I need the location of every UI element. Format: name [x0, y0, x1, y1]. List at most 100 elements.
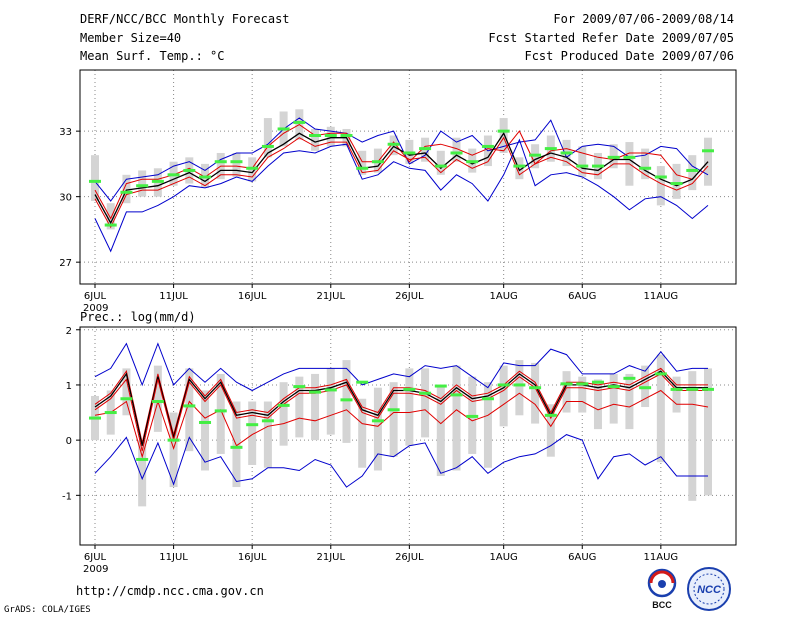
temperature-ytick-label: 30 — [59, 193, 72, 204]
temperature-obs-marker — [654, 175, 667, 179]
temperature-obs-marker — [513, 164, 526, 168]
temperature-obs-marker — [199, 175, 212, 179]
precipitation-obs-marker — [513, 383, 526, 387]
temperature-spread-bar — [436, 150, 445, 175]
variable-label: Mean Surf. Temp.: °C — [80, 49, 225, 63]
precipitation-spread-bar — [263, 401, 272, 468]
temperature-obs-marker — [356, 166, 369, 170]
temperature-spread-bar — [106, 203, 115, 230]
temperature-obs-marker — [591, 164, 604, 168]
precipitation-ytick-label: 2 — [66, 326, 72, 337]
precipitation-obs-marker — [371, 419, 384, 423]
ncc-logo-text: NCC — [697, 584, 722, 596]
temperature-mean-line — [94, 131, 709, 225]
precipitation-obs-marker — [560, 382, 573, 386]
temperature-year-label: 2009 — [83, 303, 108, 314]
precipitation-spread-bar — [326, 368, 335, 435]
precipitation-spread-bar — [609, 373, 618, 424]
precipitation-spread-bar — [232, 401, 241, 488]
precipitation-obs-marker — [434, 384, 447, 388]
temperature-spread-bar — [232, 152, 241, 177]
precipitation-obs-marker — [104, 411, 117, 415]
precipitation-spread-bar — [672, 376, 681, 413]
precipitation-xtick-label: 11AUG — [644, 552, 679, 563]
temperature-obs-marker — [136, 184, 149, 188]
temperature-spread-bar — [499, 118, 508, 153]
precipitation-xtick-label: 6AUG — [568, 552, 596, 563]
temperature-obs-marker — [529, 153, 542, 157]
precipitation-max-line — [94, 342, 708, 392]
bcc-logo-text: BCC — [652, 600, 672, 610]
temperature-obs-marker — [261, 144, 274, 148]
temperature-obs-marker — [120, 190, 133, 194]
temperature-spread-bar — [641, 148, 650, 180]
temperature-spread-bar — [452, 137, 461, 162]
temperature-obs-marker — [89, 179, 101, 183]
temperature-xtick-label: 11AUG — [644, 291, 679, 302]
precipitation-obs-marker — [246, 423, 259, 427]
temperature-obs-marker — [466, 160, 479, 164]
temperature-upper-line — [94, 124, 709, 220]
bcc-logo: BCC — [647, 568, 677, 610]
precipitation-obs-marker — [686, 387, 699, 391]
precipitation-obs-marker — [654, 372, 667, 376]
precipitation-obs-marker — [230, 445, 243, 449]
temperature-xtick-label: 1AUG — [490, 291, 518, 302]
precipitation-spread-bar — [373, 387, 382, 471]
temperature-obs-marker — [639, 166, 652, 170]
precipitation-obs-marker — [497, 383, 510, 387]
precipitation-spread-bar — [248, 401, 257, 465]
precipitation-obs-marker — [356, 380, 369, 384]
temperature-max-line — [94, 117, 709, 202]
temperature-min-line — [94, 138, 709, 253]
temperature-obs-marker — [324, 134, 337, 138]
precipitation-year-label: 2009 — [83, 564, 108, 575]
temperature-spread-bar — [122, 174, 131, 204]
temperature-obs-marker — [670, 182, 683, 186]
precipitation-lower-line — [94, 373, 708, 452]
temperature-spread-bar — [688, 155, 697, 191]
precipitation-spread-bar — [452, 365, 461, 471]
temperature-obs-marker — [277, 127, 290, 131]
precipitation-obs-marker — [89, 416, 101, 420]
precipitation-obs-marker — [151, 400, 164, 404]
temperature-obs-marker — [450, 151, 463, 155]
precipitation-obs-marker — [576, 382, 589, 386]
precipitation-spread-bar — [436, 384, 445, 477]
temperature-obs-marker — [214, 160, 227, 164]
temperature-obs-marker — [434, 164, 447, 168]
precip-title: Prec.: log(mm/d) — [80, 310, 196, 324]
forecast-period: For 2009/07/06-2009/08/14 — [553, 12, 734, 26]
source-url[interactable]: http://cmdp.ncc.cma.gov.cn — [76, 584, 264, 598]
precipitation-spread-bar — [185, 368, 194, 452]
precipitation-obs-marker — [167, 438, 180, 442]
precipitation-xtick-label: 1AUG — [490, 552, 518, 563]
temperature-xtick-label: 16JUL — [238, 291, 267, 302]
precipitation-spread-bar — [201, 390, 210, 471]
precipitation-spread-bar — [531, 362, 540, 424]
precipitation-obs-marker — [136, 457, 149, 461]
temperature-ytick-label: 27 — [59, 258, 72, 269]
temperature-xtick-label: 26JUL — [395, 291, 424, 302]
precipitation-spread-bar — [578, 376, 587, 413]
precipitation-obs-marker — [277, 403, 290, 407]
temperature-frame — [79, 69, 737, 285]
temperature-obs-marker — [151, 179, 164, 183]
forecast-produced-date: Fcst Produced Date 2009/07/06 — [524, 49, 734, 63]
precipitation-obs-marker — [466, 414, 479, 418]
temperature-obs-marker — [387, 142, 400, 146]
temperature-obs-marker — [576, 164, 589, 168]
precipitation-obs-marker — [419, 391, 432, 395]
precipitation-xtick-label: 21JUL — [316, 552, 345, 563]
temperature-obs-marker — [481, 144, 494, 148]
grads-credit: GrADS: COLA/IGES — [4, 605, 91, 615]
precipitation-obs-marker — [403, 387, 416, 391]
temperature-spread-bar — [578, 146, 587, 177]
temperature-xtick-label: 11JUL — [159, 291, 188, 302]
precipitation-xtick-label: 16JUL — [238, 552, 267, 563]
precipitation-frame — [79, 326, 737, 546]
temperature-obs-marker — [560, 151, 573, 155]
temperature-spread-bar — [138, 170, 147, 197]
temperature-obs-marker — [607, 155, 620, 159]
